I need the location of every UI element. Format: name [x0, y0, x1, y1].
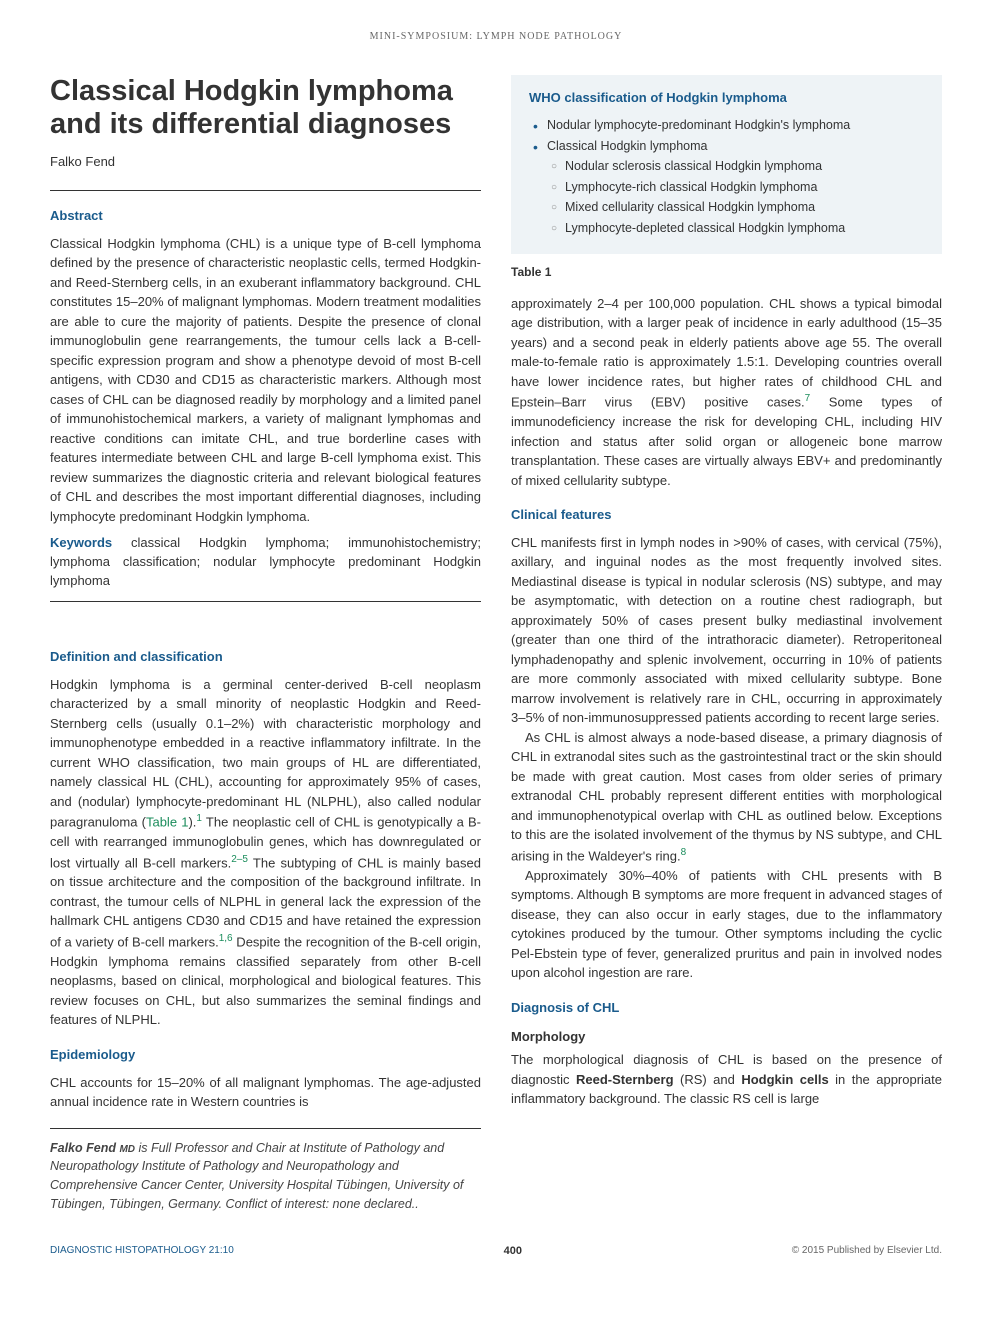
epidemiology-p1: CHL accounts for 15–20% of all malignant… [50, 1073, 481, 1112]
table-caption: Table 1 [511, 264, 942, 281]
header-label: MINI-SYMPOSIUM: LYMPH NODE PATHOLOGY [50, 30, 942, 45]
bio-name: Falko Fend [50, 1141, 119, 1155]
citation[interactable]: 2–5 [231, 854, 248, 865]
epidemiology-heading: Epidemiology [50, 1046, 481, 1065]
abstract-heading: Abstract [50, 207, 481, 226]
text: (RS) and [674, 1072, 742, 1087]
divider [50, 601, 481, 602]
keywords: Keywords classical Hodgkin lymphoma; imm… [50, 534, 481, 591]
text: As CHL is almost always a node-based dis… [511, 730, 942, 863]
bio-degree: MD [119, 1144, 135, 1155]
author-bio: Falko Fend MD is Full Professor and Chai… [50, 1139, 481, 1214]
citation[interactable]: 1,6 [219, 933, 233, 944]
clinical-p1: CHL manifests first in lymph nodes in >9… [511, 533, 942, 728]
right-column: WHO classification of Hodgkin lymphoma N… [511, 75, 942, 1214]
box-item-label: Classical Hodgkin lymphoma [547, 139, 707, 153]
box-item: Classical Hodgkin lymphoma Nodular scler… [533, 138, 924, 238]
keywords-label: Keywords [50, 535, 112, 550]
epidemiology-p2: approximately 2–4 per 100,000 population… [511, 294, 942, 490]
table-link[interactable]: Table 1 [146, 815, 189, 830]
footer-journal: DIAGNOSTIC HISTOPATHOLOGY 21:10 [50, 1244, 234, 1260]
text: Hodgkin lymphoma is a germinal center-de… [50, 677, 481, 830]
who-classification-box: WHO classification of Hodgkin lymphoma N… [511, 75, 942, 255]
text: approximately 2–4 per 100,000 population… [511, 296, 942, 410]
bold-term: Hodgkin cells [741, 1072, 828, 1087]
divider [50, 1128, 481, 1129]
page-footer: DIAGNOSTIC HISTOPATHOLOGY 21:10 400 © 20… [50, 1244, 942, 1260]
definition-para: Hodgkin lymphoma is a germinal center-de… [50, 675, 481, 1030]
left-column: Classical Hodgkin lymphoma and its diffe… [50, 75, 481, 1214]
box-subitem: Nodular sclerosis classical Hodgkin lymp… [551, 158, 924, 176]
box-item: Nodular lymphocyte-predominant Hodgkin's… [533, 117, 924, 135]
definition-heading: Definition and classification [50, 648, 481, 667]
morphology-subheading: Morphology [511, 1028, 942, 1047]
bold-term: Reed-Sternberg [576, 1072, 674, 1087]
clinical-p3: Approximately 30%–40% of patients with C… [511, 866, 942, 983]
abstract-text: Classical Hodgkin lymphoma (CHL) is a un… [50, 234, 481, 527]
box-subitem: Lymphocyte-depleted classical Hodgkin ly… [551, 220, 924, 238]
box-item-label: Nodular lymphocyte-predominant Hodgkin's… [547, 118, 850, 132]
divider [50, 190, 481, 191]
box-sublist: Nodular sclerosis classical Hodgkin lymp… [547, 158, 924, 237]
box-title: WHO classification of Hodgkin lymphoma [529, 89, 924, 108]
footer-page: 400 [504, 1244, 522, 1260]
citation[interactable]: 8 [681, 847, 687, 858]
footer-copyright: © 2015 Published by Elsevier Ltd. [792, 1244, 942, 1260]
article-title: Classical Hodgkin lymphoma and its diffe… [50, 75, 481, 142]
author-name: Falko Fend [50, 153, 481, 172]
diagnosis-heading: Diagnosis of CHL [511, 999, 942, 1018]
clinical-heading: Clinical features [511, 506, 942, 525]
two-column-layout: Classical Hodgkin lymphoma and its diffe… [50, 75, 942, 1214]
box-list: Nodular lymphocyte-predominant Hodgkin's… [529, 117, 924, 237]
keywords-text: classical Hodgkin lymphoma; immunohistoc… [50, 535, 481, 588]
diagnosis-p1: The morphological diagnosis of CHL is ba… [511, 1050, 942, 1109]
clinical-p2: As CHL is almost always a node-based dis… [511, 728, 942, 866]
box-subitem: Lymphocyte-rich classical Hodgkin lympho… [551, 179, 924, 197]
box-subitem: Mixed cellularity classical Hodgkin lymp… [551, 199, 924, 217]
